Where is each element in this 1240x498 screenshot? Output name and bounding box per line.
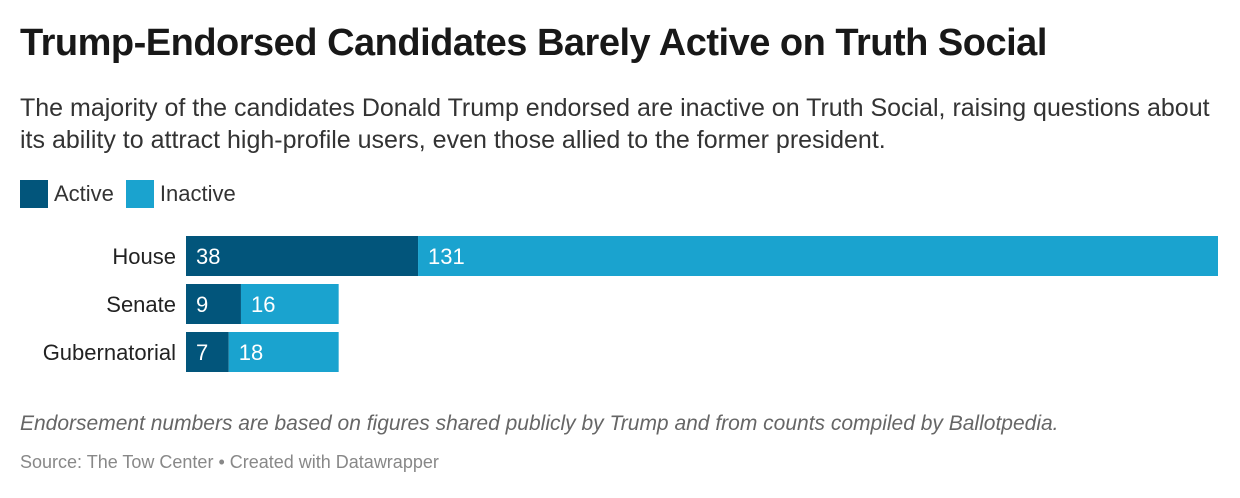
legend-item-inactive: Inactive — [125, 180, 236, 208]
bar-inactive — [228, 332, 339, 372]
data-label: 18 — [239, 340, 263, 365]
bar-inactive — [418, 236, 1218, 276]
chart-subtitle: The majority of the candidates Donald Tr… — [20, 94, 1210, 154]
legend-swatch-active — [20, 180, 48, 208]
legend-label-inactive: Inactive — [159, 181, 236, 206]
category-label: House — [112, 244, 176, 269]
data-label: 16 — [251, 292, 275, 317]
category-label: Senate — [106, 292, 176, 317]
data-label: 7 — [196, 340, 208, 365]
legend-label-active: Active — [54, 181, 114, 206]
legend-swatch-inactive — [125, 180, 154, 208]
bar-active — [186, 284, 241, 324]
legend-item-active: Active — [20, 180, 114, 208]
chart-notes: Endorsement numbers are based on figures… — [20, 412, 1059, 435]
data-label: 9 — [196, 292, 208, 317]
chart-source: Source: The Tow Center • Created with Da… — [20, 452, 439, 472]
bar-inactive — [240, 284, 339, 324]
bar-active — [186, 236, 419, 276]
chart-title: Trump-Endorsed Candidates Barely Active … — [20, 22, 1047, 64]
bar-active — [186, 332, 229, 372]
data-label: 131 — [428, 244, 465, 269]
legend: Active Inactive — [20, 180, 248, 208]
category-label: Gubernatorial — [43, 340, 176, 365]
data-label: 38 — [196, 244, 220, 269]
